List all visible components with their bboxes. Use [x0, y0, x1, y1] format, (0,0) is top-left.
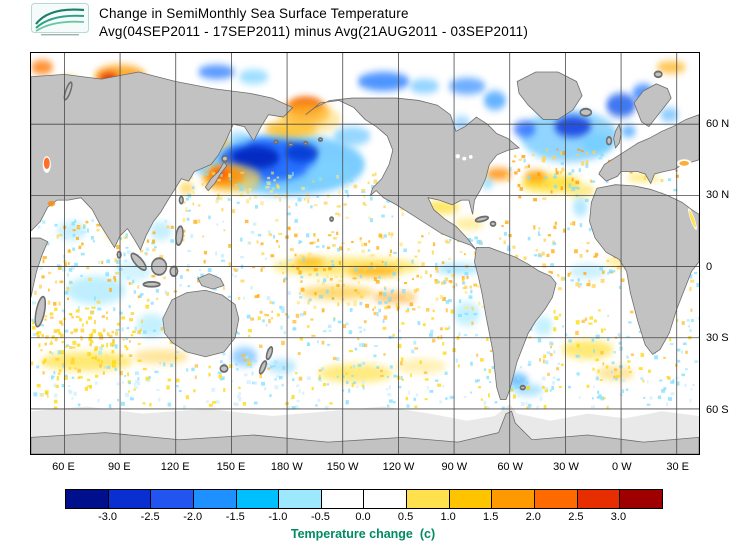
lat-tick-label: 60 N [706, 117, 730, 130]
colorbar-tick-label: 0.5 [397, 511, 414, 523]
land-aleutians-1 [273, 139, 279, 145]
colorbar-segment [492, 490, 536, 508]
colorbar-tick-label: -2.5 [140, 511, 160, 523]
land-madagascar [34, 295, 47, 328]
land-australia [163, 290, 239, 356]
land-aleutians-4 [317, 137, 324, 142]
land-philippines [175, 225, 184, 247]
lon-tick-label: 180 W [270, 461, 303, 473]
lat-tick-label: 30 N [706, 189, 730, 202]
land-new-zealand-south [258, 360, 268, 375]
agency-logo [31, 3, 89, 37]
land-aleutians-2 [288, 141, 294, 147]
great-lake-1 [455, 154, 461, 159]
black-sea-warm-anomaly [679, 160, 689, 166]
land-taiwan [178, 195, 184, 205]
page-subtitle: Avg(04SEP2011 - 17SEP2011) minus Avg(21A… [99, 24, 529, 39]
land-svalbard [653, 70, 663, 79]
land-europe [599, 115, 699, 184]
land-sulawesi [169, 265, 179, 277]
land-greenland [517, 72, 582, 119]
red-sea-warm-anomaly [689, 210, 696, 228]
colorbar-segment [577, 490, 621, 508]
caspian-warm-anomaly [43, 157, 50, 170]
colorbar-segment [407, 490, 450, 508]
land-hispaniola [489, 220, 497, 227]
colorbar-tick-label: 0.0 [355, 511, 371, 523]
land-sumatra [130, 252, 147, 272]
colorbar-segment [66, 490, 109, 508]
lon-tick-label: 90 E [108, 461, 131, 473]
colorbar-segment [620, 490, 662, 508]
lon-tick-label: 60 E [52, 461, 75, 473]
colorbar-tick-label: -1.0 [268, 511, 288, 523]
colorbar-tick-label: -1.5 [225, 511, 245, 523]
colorbar [65, 489, 663, 509]
land-hawaii [329, 216, 335, 222]
colorbar-tick-label: 1.5 [483, 511, 499, 523]
map-panel [30, 52, 700, 455]
great-lake-2 [462, 156, 467, 161]
lon-tick-label: 30 E [666, 461, 689, 473]
inland-seas [42, 154, 697, 230]
land-hokkaido [221, 154, 229, 163]
colorbar-tick-label: 1.0 [440, 511, 456, 523]
header: Change in SemiMonthly Sea Surface Temper… [99, 5, 528, 41]
lon-tick-label: 90 W [441, 461, 468, 473]
persian-gulf-warm-anomaly [47, 200, 56, 207]
graticule [31, 53, 699, 454]
lat-tick-label: 30 S [706, 332, 729, 345]
colorbar-segment [321, 490, 365, 508]
landmasses [31, 70, 699, 454]
lon-tick-label: 0 W [612, 461, 632, 473]
land-ireland [605, 136, 613, 146]
colorbar-segment [151, 490, 194, 508]
colorbar-tick-label: 3.0 [610, 511, 627, 523]
colorbar-tick-label: 2.5 [568, 511, 584, 523]
colorbar-segment [535, 490, 578, 508]
land-aleutians-3 [303, 140, 309, 146]
land-novaya-zemlya [63, 81, 73, 101]
lon-tick-label: 30 W [553, 461, 579, 473]
colorbar-segment [279, 490, 322, 508]
lon-tick-label: 150 E [216, 461, 246, 473]
land-cuba [474, 215, 490, 223]
agency-logo-graphic [31, 3, 89, 36]
lon-tick-label: 120 E [160, 461, 190, 473]
land-tasmania [219, 364, 229, 373]
colorbar-tick-label: -0.5 [310, 511, 330, 523]
land-antarctica [31, 411, 699, 454]
land-new-zealand-north [265, 346, 274, 361]
lat-tick-label: 60 S [706, 403, 729, 416]
colorbar-segment [193, 490, 237, 508]
colorbar-segment [108, 490, 152, 508]
lon-tick-label: 60 W [497, 461, 523, 473]
land-east-africa-sliver [31, 238, 48, 297]
colorbar-caption: Temperature change (c) [290, 527, 436, 541]
colorbar-segment [236, 490, 280, 508]
land-new-guinea [198, 274, 224, 289]
lat-tick-label: 0 [706, 260, 713, 273]
world-map-svg [31, 53, 699, 454]
colorbar-segment [449, 490, 493, 508]
land-japan [205, 162, 226, 190]
land-asia [31, 72, 293, 250]
land-falklands [519, 384, 526, 391]
colorbar-segment [364, 490, 408, 508]
great-lake-3 [468, 155, 473, 159]
land-java [142, 281, 161, 288]
colorbar-tick-label: -2.0 [183, 511, 203, 523]
lon-tick-label: 120 W [382, 461, 415, 473]
lon-tick-label: 150 W [326, 461, 359, 473]
colorbar-tick-labels: -3.0 -2.5 -2.0 -1.5 -1.0 -0.5 0.0 0.5 1.0 1.5 2.0 2… [65, 511, 661, 524]
land-iceland [579, 107, 593, 117]
colorbar-tick-label: -3.0 [98, 511, 118, 523]
colorbar-tick-label: 2.0 [525, 511, 541, 523]
page-title: Change in SemiMonthly Sea Surface Temper… [99, 6, 409, 21]
land-scandinavia [634, 84, 671, 127]
